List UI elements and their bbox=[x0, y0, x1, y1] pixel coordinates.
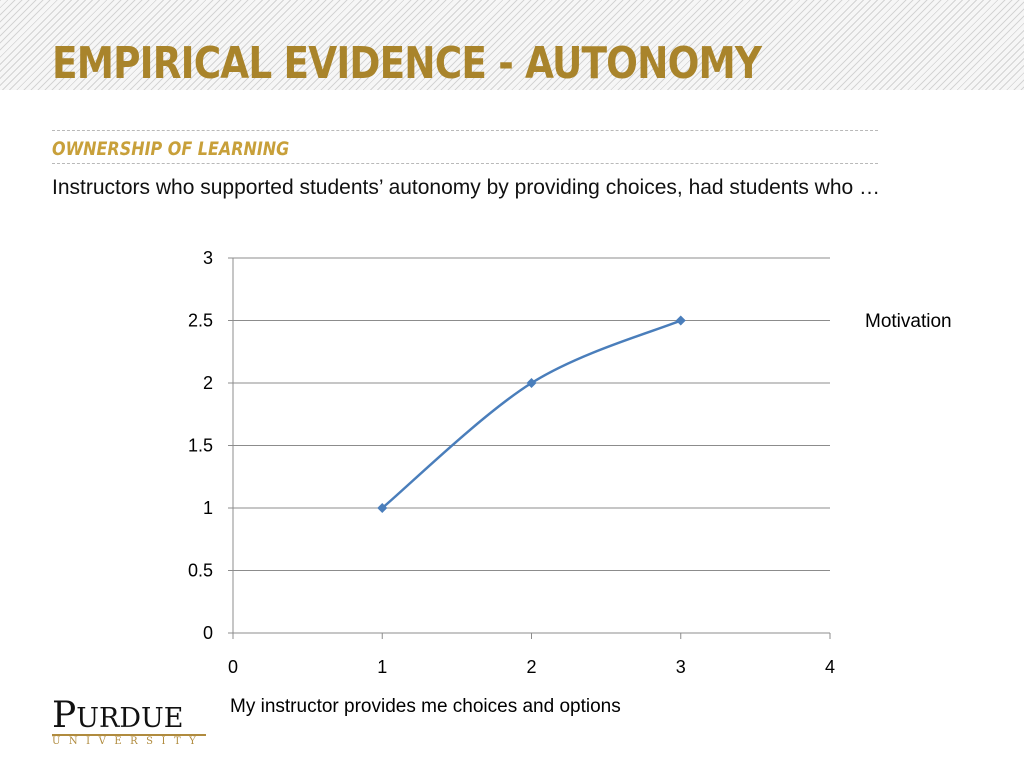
series-line-motivation bbox=[381, 319, 682, 509]
legend-entry-motivation: Motivation bbox=[865, 311, 952, 332]
slide-subtitle: OWNERSHIP OF LEARNING bbox=[52, 138, 290, 160]
purdue-logo: PURDUE UNIVERSITY bbox=[52, 698, 212, 750]
y-tick-label: 2.5 bbox=[188, 311, 213, 331]
x-tick-label: 1 bbox=[377, 657, 387, 677]
subtitle-top-rule bbox=[52, 130, 878, 131]
x-tick-label: 3 bbox=[676, 657, 686, 677]
data-point-marker bbox=[377, 503, 388, 513]
x-tick-label: 2 bbox=[526, 657, 536, 677]
chart-axes bbox=[228, 257, 831, 639]
logo-wordmark: PURDUE bbox=[52, 698, 183, 737]
y-tick-label: 0.5 bbox=[188, 561, 213, 581]
y-tick-label: 2 bbox=[203, 373, 213, 393]
chart-labels: 0 0.5 1 1.5 2 2.5 3 0 1 2 3 4 My instructor provides… bbox=[188, 248, 952, 717]
data-point-marker bbox=[526, 378, 537, 388]
chart-gridlines bbox=[233, 257, 830, 571]
logo-rest: URDUE bbox=[76, 703, 184, 734]
y-tick-label: 0 bbox=[203, 623, 213, 643]
data-point-marker bbox=[675, 315, 686, 326]
x-axis-title: My instructor provides me choices and op… bbox=[230, 696, 621, 717]
slide-title: EMPIRICAL EVIDENCE - AUTONOMY bbox=[52, 38, 762, 89]
header-band bbox=[0, 0, 1024, 90]
x-tick-label: 0 bbox=[228, 657, 238, 677]
logo-rule bbox=[52, 734, 206, 736]
logo-subtext: UNIVERSITY bbox=[52, 736, 205, 747]
y-tick-label: 1 bbox=[203, 498, 213, 518]
chart-series bbox=[377, 315, 686, 513]
y-tick-label: 3 bbox=[203, 248, 213, 268]
slide-body-text: Instructors who supported students’ auto… bbox=[52, 176, 881, 199]
x-tick-label: 4 bbox=[825, 657, 835, 677]
logo-initial: P bbox=[52, 695, 77, 736]
subtitle-bottom-rule bbox=[52, 163, 878, 164]
y-tick-label: 1.5 bbox=[188, 436, 213, 456]
